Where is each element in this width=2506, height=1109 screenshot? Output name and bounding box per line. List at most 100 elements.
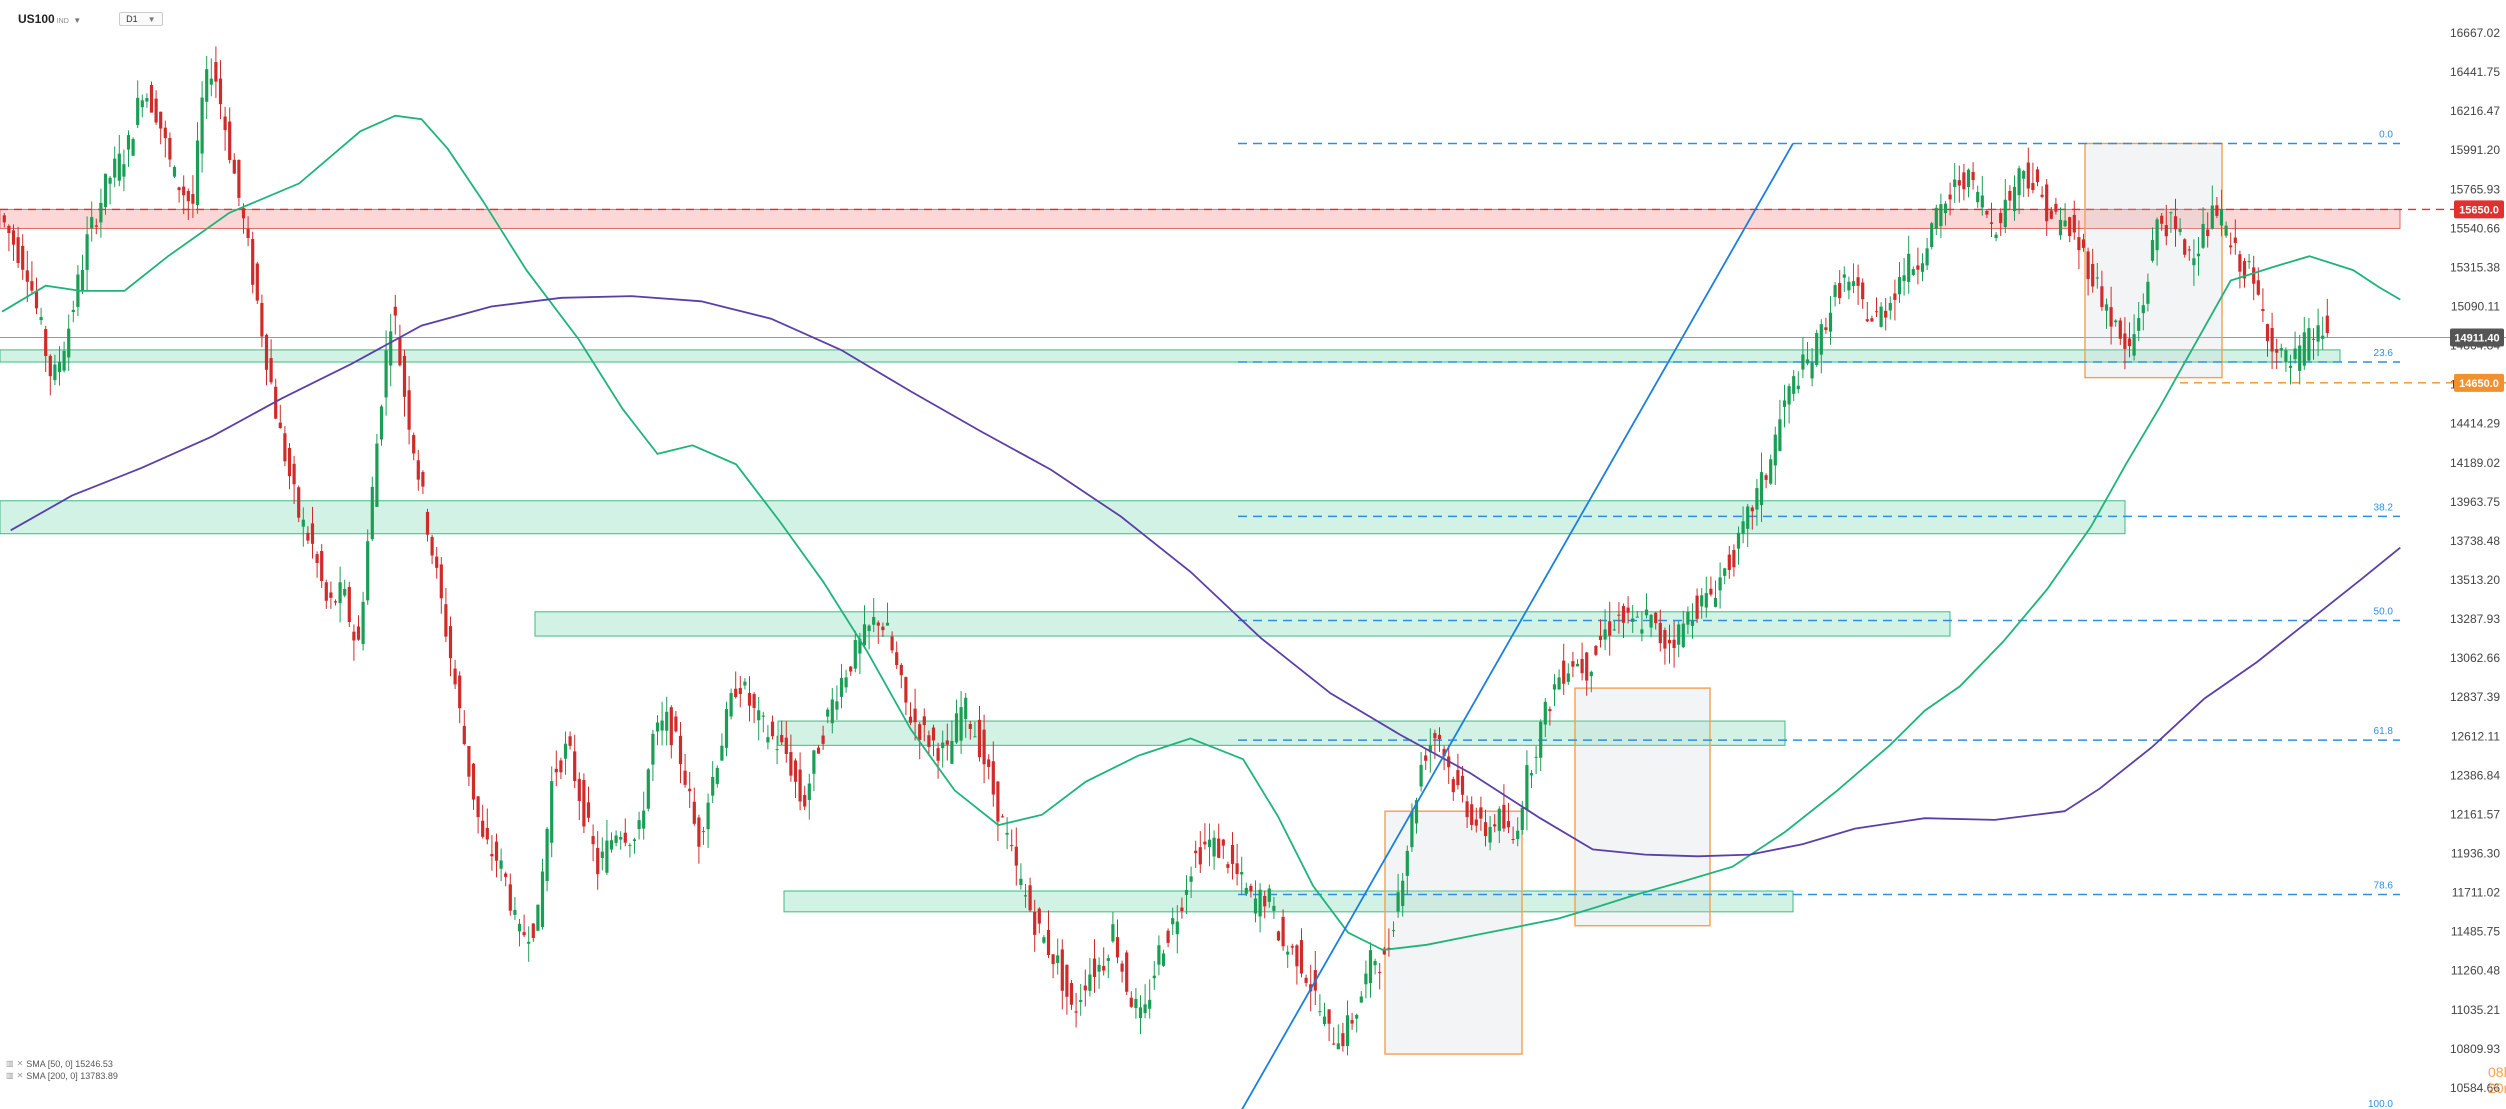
candle-body: [1658, 622, 1662, 644]
candle-body: [646, 769, 650, 809]
candle-body: [945, 740, 949, 745]
candle-body: [108, 177, 112, 184]
candle-body: [826, 709, 830, 717]
candle-body: [366, 541, 370, 601]
candle-body: [310, 523, 315, 544]
y-tick-label: 14189.02: [2450, 456, 2500, 470]
candle-body: [154, 98, 158, 123]
candle-body: [1479, 807, 1483, 819]
candle-body: [172, 166, 177, 177]
candle-body: [44, 329, 48, 356]
candle-body: [16, 237, 20, 263]
candle-body: [1539, 721, 1543, 758]
candle-body: [2196, 253, 2201, 257]
candle-body: [2127, 338, 2132, 347]
candle-body: [324, 582, 328, 601]
candle-body: [876, 622, 880, 626]
candle-body: [2109, 307, 2113, 327]
candle-body: [1672, 639, 1676, 648]
candle-body: [2183, 239, 2187, 255]
legend-sma-200[interactable]: ▥ ✕ SMA [200, 0] 13783.89: [6, 1070, 118, 1082]
candle-body: [701, 831, 706, 833]
candle-body: [7, 225, 11, 233]
fib-label: 50.0: [2374, 606, 2394, 617]
candle-body: [1405, 850, 1409, 876]
candle-body: [1212, 837, 1216, 857]
candle-body: [1299, 940, 1304, 974]
candle-body: [1520, 807, 1524, 830]
candle-body: [1493, 824, 1497, 827]
candle-body: [2100, 286, 2104, 307]
candle-body: [1442, 748, 1446, 757]
candle-body: [1815, 333, 1819, 365]
visibility-icon[interactable]: ▥: [6, 1071, 14, 1080]
candle-body: [1810, 362, 1814, 379]
candle-body: [425, 511, 430, 535]
candle-body: [1782, 400, 1787, 407]
candle-body: [1373, 961, 1377, 966]
candle-body: [1589, 671, 1593, 677]
candle-body: [954, 713, 959, 743]
candle-body: [1603, 629, 1607, 640]
sma-50-line: [1, 114, 2401, 951]
candle-body: [412, 435, 416, 454]
candle-body: [1631, 618, 1635, 622]
candle-body: [1424, 755, 1428, 761]
close-icon[interactable]: ✕: [16, 1071, 24, 1080]
candle-body: [2298, 345, 2302, 371]
candle-body: [1681, 623, 1685, 648]
candle-body: [1014, 846, 1018, 866]
candle-body: [1962, 172, 1966, 190]
candle-body: [1934, 207, 1938, 229]
candle-body: [1686, 611, 1690, 625]
candle-body: [867, 625, 871, 632]
candle-body: [2229, 245, 2233, 248]
candle-body: [1585, 652, 1589, 681]
chevron-down-icon[interactable]: ▼: [73, 16, 82, 25]
symbol-label: US100: [18, 12, 55, 26]
candle-body: [467, 745, 471, 777]
candle-body: [2155, 219, 2159, 251]
candle-body: [1253, 898, 1258, 914]
candle-body: [1635, 616, 1639, 618]
close-icon[interactable]: ✕: [16, 1059, 24, 1068]
y-tick-label: 13738.48: [2450, 534, 2500, 548]
candle-body: [1911, 269, 1915, 275]
candle-body: [1102, 965, 1106, 971]
candle-body: [959, 707, 963, 741]
timeframe-selector[interactable]: D1 ▼: [119, 12, 163, 26]
green-zone: [534, 611, 1951, 637]
candle-body: [1263, 895, 1267, 907]
green-zone: [0, 500, 2126, 535]
candle-body: [1129, 997, 1133, 1007]
y-tick-label: 13287.93: [2450, 612, 2500, 626]
candle-body: [329, 592, 333, 598]
candle-body: [927, 735, 931, 747]
candle-body: [1083, 985, 1087, 991]
candle-body: [2091, 263, 2095, 287]
symbol-selector[interactable]: US100 IND ▼: [18, 10, 81, 28]
candle-body: [402, 355, 407, 397]
legend-sma-50[interactable]: ▥ ✕ SMA [50, 0] 15246.53: [6, 1058, 118, 1070]
candle-body: [1879, 306, 1883, 327]
candle-body: [2270, 328, 2274, 352]
candle-body: [237, 160, 241, 198]
candle-body: [1180, 907, 1184, 912]
candle-body: [1787, 386, 1791, 405]
candle-body: [1939, 204, 1943, 227]
candle-body: [2137, 318, 2141, 331]
candle-body: [2077, 237, 2081, 251]
candle-body: [476, 796, 480, 818]
candle-body: [729, 693, 733, 717]
candle-body: [623, 832, 627, 843]
visibility-icon[interactable]: ▥: [6, 1059, 14, 1068]
candle-body: [2261, 309, 2265, 312]
candle-body: [1608, 621, 1612, 636]
candle-body: [642, 810, 646, 829]
y-tick-label: 11035.21: [2451, 1003, 2500, 1017]
consolidation-box: [1574, 687, 1711, 927]
candle-body: [1019, 878, 1023, 886]
candle-body: [2311, 338, 2316, 340]
candle-body: [1322, 1016, 1327, 1024]
